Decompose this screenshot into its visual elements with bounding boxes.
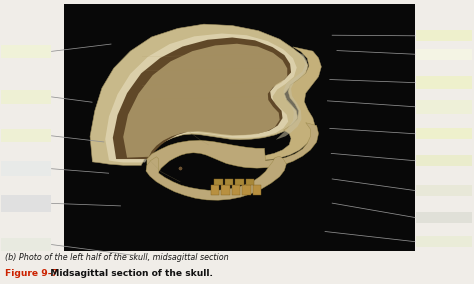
- Text: Figure 9-7: Figure 9-7: [5, 269, 58, 278]
- Polygon shape: [123, 44, 287, 158]
- Bar: [416, 185, 472, 196]
- Polygon shape: [221, 185, 230, 195]
- Polygon shape: [105, 34, 297, 162]
- Text: (b) Photo of the left half of the skull, midsagittal section: (b) Photo of the left half of the skull,…: [5, 253, 228, 262]
- Bar: [416, 236, 472, 247]
- Bar: [1, 129, 51, 142]
- Polygon shape: [231, 47, 321, 160]
- Bar: [416, 155, 472, 166]
- Polygon shape: [90, 24, 308, 165]
- Bar: [416, 100, 472, 114]
- Polygon shape: [232, 185, 240, 195]
- Bar: [1, 238, 51, 251]
- Bar: [416, 49, 472, 60]
- Bar: [1, 90, 51, 104]
- Bar: [416, 30, 472, 41]
- Bar: [416, 128, 472, 139]
- Polygon shape: [147, 123, 319, 172]
- Text: Midsagittal section of the skull.: Midsagittal section of the skull.: [44, 269, 213, 278]
- Polygon shape: [242, 185, 251, 195]
- Polygon shape: [276, 51, 307, 140]
- Bar: [1, 161, 51, 176]
- Polygon shape: [211, 185, 219, 195]
- Polygon shape: [225, 179, 233, 185]
- Polygon shape: [246, 179, 254, 185]
- Polygon shape: [253, 185, 261, 195]
- Polygon shape: [146, 156, 286, 200]
- Bar: [1, 195, 51, 212]
- Polygon shape: [235, 179, 244, 185]
- Polygon shape: [113, 37, 291, 159]
- Bar: [416, 212, 472, 223]
- Polygon shape: [214, 179, 223, 185]
- Bar: [64, 4, 415, 251]
- Bar: [1, 45, 51, 58]
- Bar: [416, 76, 472, 89]
